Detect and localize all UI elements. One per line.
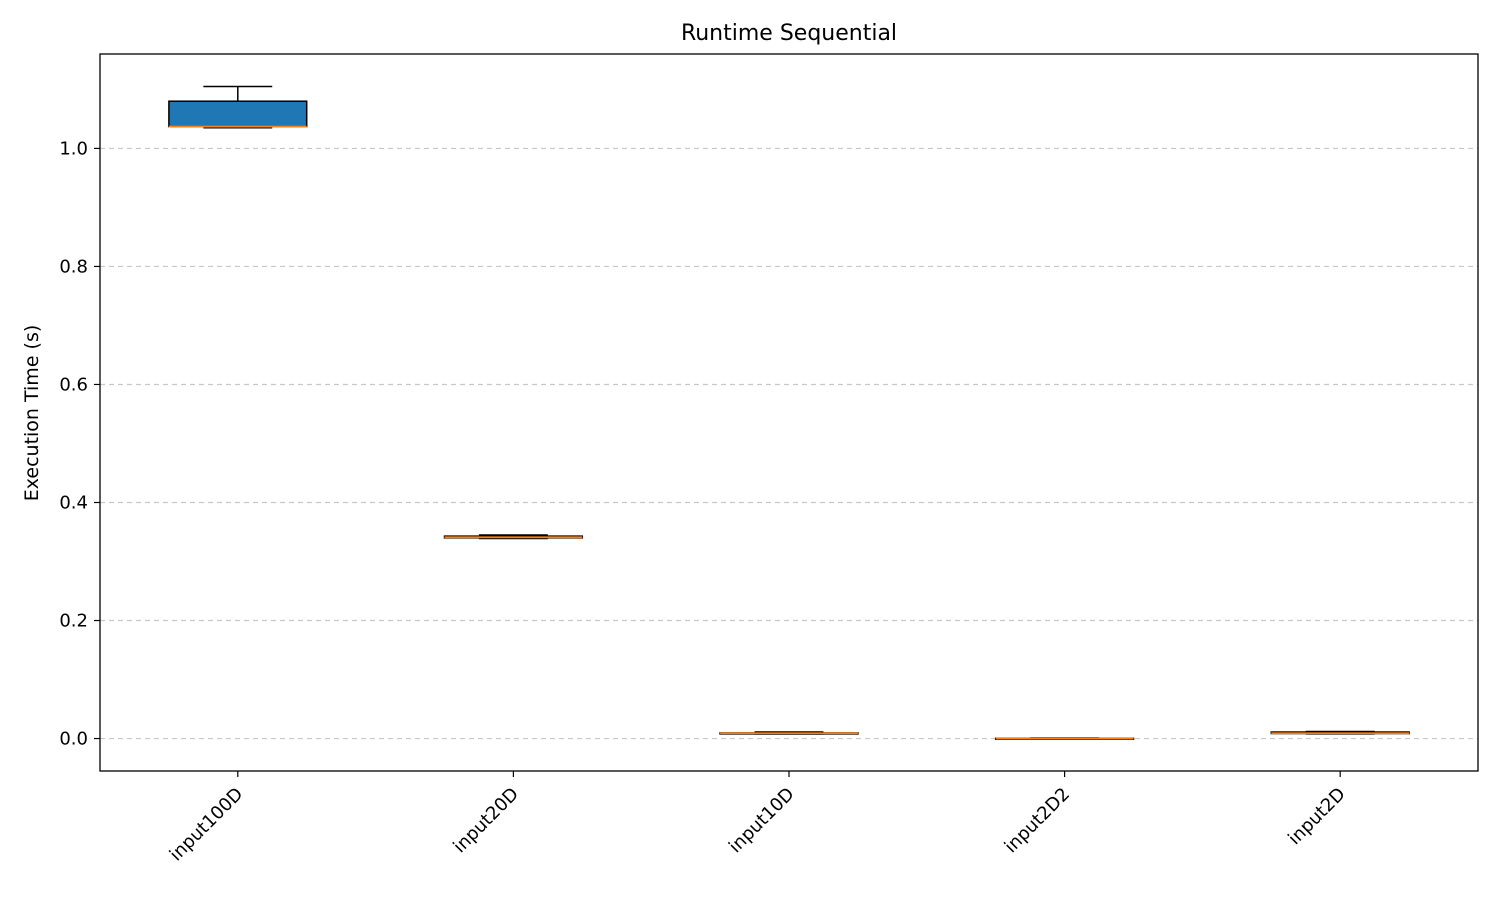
box-input10D [719, 731, 859, 735]
box-input2D [1270, 730, 1410, 735]
y-tick-label: 0.8 [59, 256, 88, 277]
x-tick-label: input10D [725, 784, 799, 858]
grid-lines [100, 147, 1478, 740]
plot-area-frame [99, 53, 1479, 772]
y-tick-label: 0.2 [59, 611, 88, 632]
y-axis-label: Execution Time (s) [21, 325, 43, 502]
box-input2D2 [994, 737, 1135, 740]
x-tick-label: input2D [1284, 784, 1349, 849]
box-input20D [443, 534, 584, 540]
y-tick-label: 0.6 [59, 374, 88, 395]
box-input100D [168, 85, 308, 129]
boxes [168, 85, 1410, 740]
y-tick-label: 1.0 [59, 138, 88, 159]
x-tick-label: input20D [449, 784, 523, 858]
box-body [168, 100, 308, 128]
x-tick-label: input100D [166, 784, 248, 866]
y-tick-label: 0.0 [59, 729, 88, 750]
y-tick-label: 0.4 [59, 492, 88, 513]
chart-title: Runtime Sequential [681, 21, 897, 46]
x-tick-label: input2D2 [1001, 784, 1075, 858]
